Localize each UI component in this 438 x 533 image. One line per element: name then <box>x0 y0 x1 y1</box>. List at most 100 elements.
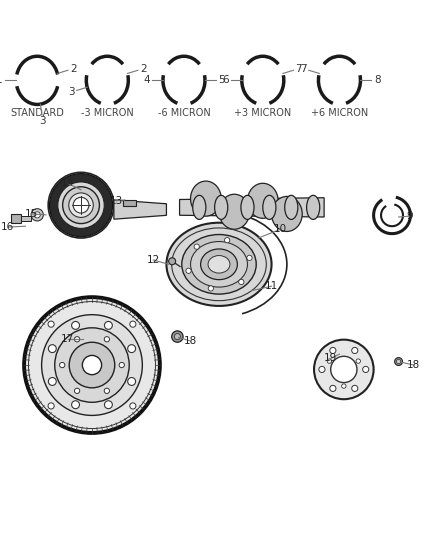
Circle shape <box>239 279 244 285</box>
Text: 16: 16 <box>1 222 14 232</box>
Circle shape <box>169 258 176 265</box>
Circle shape <box>172 331 183 342</box>
Circle shape <box>128 345 136 352</box>
Circle shape <box>74 388 80 393</box>
Circle shape <box>314 340 374 399</box>
Text: 9: 9 <box>406 211 413 221</box>
Text: 13: 13 <box>110 196 123 206</box>
Circle shape <box>395 358 403 366</box>
Circle shape <box>130 321 136 327</box>
Circle shape <box>104 388 110 393</box>
Text: 11: 11 <box>265 281 278 291</box>
Polygon shape <box>123 200 136 206</box>
Text: 3: 3 <box>68 87 74 97</box>
Text: 4: 4 <box>143 75 150 85</box>
Text: 18: 18 <box>184 336 197 346</box>
Ellipse shape <box>201 249 237 280</box>
Circle shape <box>60 362 65 368</box>
Circle shape <box>42 314 142 415</box>
Circle shape <box>130 403 136 409</box>
Text: 15: 15 <box>25 209 38 219</box>
Circle shape <box>105 401 113 409</box>
Circle shape <box>128 377 136 385</box>
Text: 7: 7 <box>300 63 307 74</box>
Polygon shape <box>114 200 166 219</box>
Ellipse shape <box>247 183 278 219</box>
Circle shape <box>69 193 93 217</box>
Circle shape <box>31 209 43 221</box>
Ellipse shape <box>241 195 254 220</box>
Ellipse shape <box>191 241 247 287</box>
Ellipse shape <box>166 223 272 306</box>
Circle shape <box>48 377 56 385</box>
Circle shape <box>34 212 40 218</box>
Circle shape <box>342 384 346 388</box>
Circle shape <box>119 362 124 368</box>
Circle shape <box>73 197 89 213</box>
Circle shape <box>58 182 104 229</box>
Ellipse shape <box>191 181 221 216</box>
Circle shape <box>330 348 336 353</box>
Circle shape <box>363 366 369 373</box>
Circle shape <box>74 337 80 342</box>
Text: 12: 12 <box>147 255 160 265</box>
Text: 2: 2 <box>140 63 147 74</box>
Circle shape <box>186 268 191 273</box>
Circle shape <box>330 385 336 391</box>
Text: 1: 1 <box>0 75 3 85</box>
Circle shape <box>48 172 114 238</box>
Text: +6 MICRON: +6 MICRON <box>311 108 368 118</box>
Text: 14: 14 <box>61 178 74 188</box>
Circle shape <box>174 334 180 340</box>
Circle shape <box>352 348 358 353</box>
Text: 6: 6 <box>222 75 229 85</box>
Circle shape <box>48 403 54 409</box>
Ellipse shape <box>307 195 320 220</box>
Circle shape <box>71 321 79 329</box>
Text: 3: 3 <box>39 116 46 126</box>
Circle shape <box>49 174 113 237</box>
Text: 10: 10 <box>274 224 287 235</box>
Circle shape <box>24 297 160 433</box>
Circle shape <box>356 359 360 364</box>
Text: 7: 7 <box>296 63 302 74</box>
Circle shape <box>55 328 129 402</box>
Polygon shape <box>180 198 324 217</box>
Circle shape <box>319 366 325 373</box>
Ellipse shape <box>208 255 230 273</box>
Circle shape <box>225 238 230 243</box>
Circle shape <box>48 345 56 352</box>
Circle shape <box>69 342 115 388</box>
Text: 19: 19 <box>324 353 337 364</box>
Ellipse shape <box>193 195 206 220</box>
Ellipse shape <box>263 195 276 220</box>
Circle shape <box>327 359 332 364</box>
Text: -3 MICRON: -3 MICRON <box>81 108 134 118</box>
Circle shape <box>105 321 113 329</box>
Text: +3 MICRON: +3 MICRON <box>234 108 291 118</box>
Circle shape <box>331 356 357 383</box>
Ellipse shape <box>285 195 298 220</box>
Text: 17: 17 <box>61 334 74 344</box>
Circle shape <box>352 385 358 391</box>
Circle shape <box>247 255 252 261</box>
Text: 18: 18 <box>407 360 420 370</box>
Polygon shape <box>21 216 31 221</box>
Circle shape <box>71 401 79 409</box>
Polygon shape <box>11 214 21 223</box>
Ellipse shape <box>219 194 250 229</box>
Circle shape <box>63 187 99 223</box>
Text: 2: 2 <box>70 63 77 74</box>
Ellipse shape <box>272 197 302 231</box>
Text: -6 MICRON: -6 MICRON <box>158 108 210 118</box>
Text: 8: 8 <box>374 75 381 85</box>
Ellipse shape <box>215 195 228 220</box>
Circle shape <box>396 359 401 364</box>
Text: 5: 5 <box>218 75 225 85</box>
Ellipse shape <box>182 235 256 294</box>
Circle shape <box>208 286 213 291</box>
Circle shape <box>104 337 110 342</box>
Circle shape <box>82 356 102 375</box>
Text: STANDARD: STANDARD <box>10 108 64 118</box>
Circle shape <box>48 321 54 327</box>
